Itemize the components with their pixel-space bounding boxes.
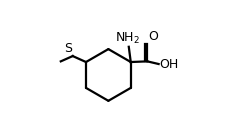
Text: S: S	[64, 42, 72, 55]
Text: O: O	[147, 30, 157, 43]
Text: NH$_2$: NH$_2$	[114, 31, 139, 46]
Text: OH: OH	[159, 57, 178, 70]
